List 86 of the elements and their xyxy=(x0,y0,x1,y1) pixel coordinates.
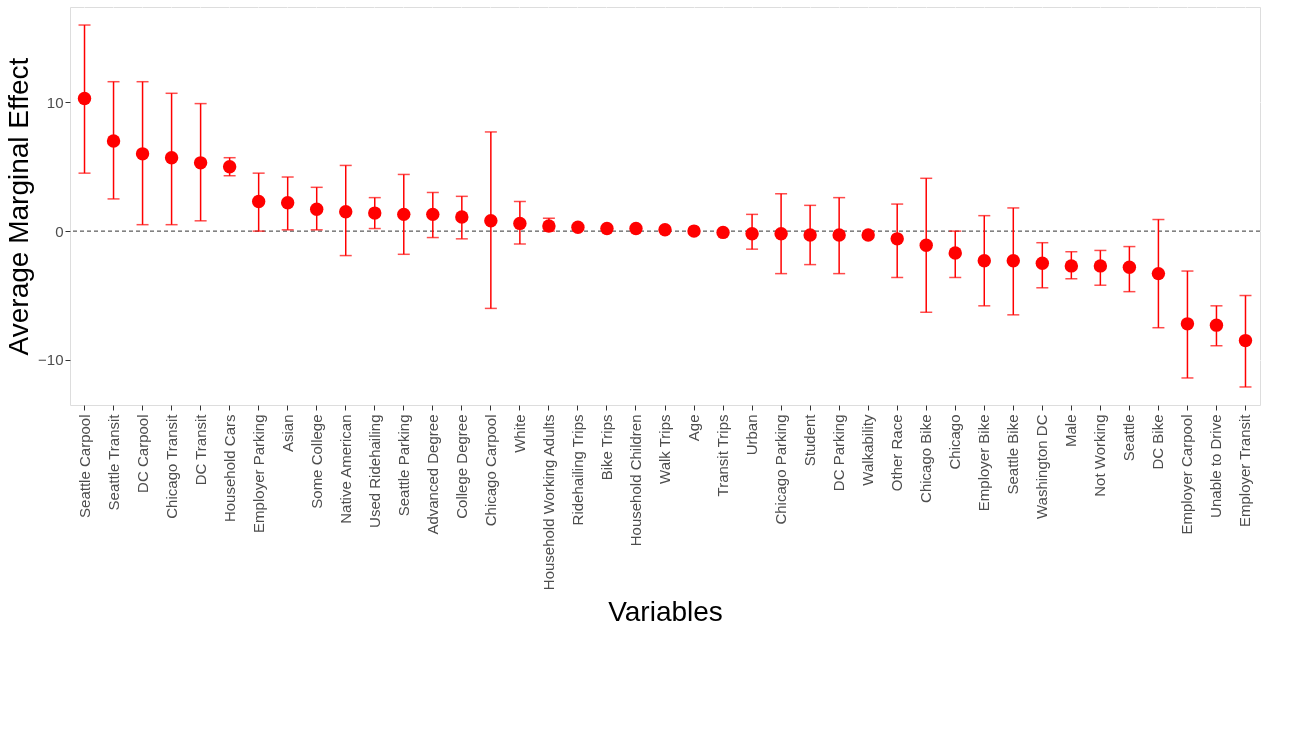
x-tick-label: DC Transit xyxy=(191,413,209,486)
x-tick-label: Not Working xyxy=(1091,414,1109,497)
point xyxy=(687,224,701,238)
point xyxy=(890,232,904,246)
x-tick-label: Advanced Degree xyxy=(423,414,441,535)
point xyxy=(222,160,237,174)
point xyxy=(803,228,817,242)
point xyxy=(426,207,440,222)
point xyxy=(1035,256,1050,271)
point xyxy=(77,91,92,106)
x-tick-label: Chicago Bike xyxy=(917,414,935,503)
x-tick-label: White xyxy=(510,414,528,453)
x-tick-label: Seattle Parking xyxy=(394,414,412,517)
x-tick-label: Other Race xyxy=(888,414,906,492)
x-tick-label: Walk Trips xyxy=(656,414,673,484)
x-tick-label: Employer Bike xyxy=(975,414,993,512)
point xyxy=(571,220,585,234)
point xyxy=(774,227,788,241)
y-axis-title: Average Marginal Effect xyxy=(3,57,35,356)
x-tick-label: Student xyxy=(801,413,819,467)
point xyxy=(1180,317,1195,331)
point xyxy=(280,196,295,210)
x-tick-label: Seattle Bike xyxy=(1004,414,1022,495)
x-tick-label: Employer Carpool xyxy=(1178,414,1196,535)
point xyxy=(919,238,933,252)
point xyxy=(1006,254,1020,268)
x-tick-label: Employer Parking xyxy=(249,414,267,533)
point xyxy=(1151,266,1166,281)
x-tick-label: Transit Trips xyxy=(714,414,732,497)
point xyxy=(832,228,846,242)
point xyxy=(1064,259,1079,273)
point xyxy=(251,194,266,209)
point xyxy=(600,221,614,236)
point xyxy=(455,210,469,224)
x-tick-label: Chicago Parking xyxy=(772,414,790,525)
x-tick-label: Age xyxy=(685,414,703,442)
point xyxy=(368,206,382,220)
x-tick-label: Used Ridehailing xyxy=(365,414,383,528)
point xyxy=(977,254,991,268)
x-tick-label: Seattle xyxy=(1120,414,1138,462)
x-tick-label: Seattle Carpool xyxy=(75,414,93,518)
point xyxy=(1209,318,1224,332)
x-axis-title: Variables xyxy=(608,595,723,627)
x-tick-label: Household Working Adults xyxy=(539,414,557,591)
point xyxy=(484,214,498,228)
x-tick-label: Washington DC xyxy=(1033,414,1051,519)
x-tick-label: Bike Trips xyxy=(597,414,615,481)
x-tick-label: Walkability xyxy=(859,414,877,486)
point xyxy=(106,134,121,148)
x-tick-label: DC Parking xyxy=(830,414,848,492)
x-tick-label: Ridehailing Trips xyxy=(568,414,586,526)
point xyxy=(716,225,730,240)
point xyxy=(135,147,150,161)
x-tick-label: Asian xyxy=(278,414,296,453)
point xyxy=(629,221,643,236)
x-tick-label: DC Carpool xyxy=(133,414,151,493)
point xyxy=(164,151,179,165)
x-tick-label: Household Cars xyxy=(220,414,238,523)
x-tick-label: Urban xyxy=(743,414,761,456)
x-tick-label: Native American xyxy=(336,414,354,524)
x-tick-label: Chicago Transit xyxy=(162,413,180,519)
point xyxy=(310,202,324,216)
x-tick-label: College Degree xyxy=(452,414,470,519)
x-tick-label: Chicago xyxy=(946,414,964,470)
x-tick-label: Chicago Carpool xyxy=(481,414,499,527)
point xyxy=(193,156,208,170)
x-tick-label: DC Bike xyxy=(1149,414,1167,470)
point xyxy=(1238,333,1253,348)
y-tick-label: 10 xyxy=(46,93,64,111)
point xyxy=(513,216,527,231)
y-tick-label: −10 xyxy=(38,351,64,369)
point xyxy=(745,227,759,241)
point xyxy=(948,246,962,260)
x-tick-label: Male xyxy=(1062,414,1080,448)
y-tick-label: 0 xyxy=(55,222,64,240)
x-tick-label: Household Children xyxy=(626,414,644,547)
x-tick-label: Unable to Drive xyxy=(1207,414,1225,518)
point xyxy=(1093,259,1108,273)
point xyxy=(1122,260,1137,274)
point xyxy=(861,228,875,242)
x-tick-label: Employer Transit xyxy=(1236,413,1254,528)
point xyxy=(658,223,672,237)
x-tick-label: Seattle Transit xyxy=(104,413,122,511)
point xyxy=(339,205,353,219)
x-tick-label: Some College xyxy=(307,414,325,509)
point xyxy=(397,207,411,222)
